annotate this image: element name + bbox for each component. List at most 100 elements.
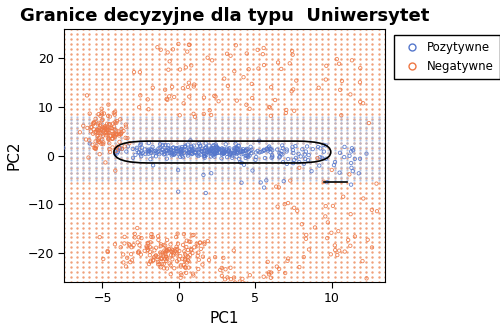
Point <box>156 243 164 249</box>
Point <box>248 151 256 156</box>
Point <box>106 147 114 152</box>
Point <box>112 151 120 156</box>
Point <box>147 258 155 263</box>
Point <box>90 121 98 126</box>
Point <box>279 146 287 151</box>
Point <box>106 141 114 146</box>
Point <box>137 141 145 147</box>
Point <box>336 170 344 175</box>
Point <box>175 145 183 150</box>
Point <box>134 150 142 155</box>
Point <box>202 152 210 158</box>
Point <box>273 147 281 152</box>
Point <box>360 196 368 201</box>
Point <box>221 277 229 282</box>
Point <box>233 146 241 152</box>
Point <box>104 137 112 142</box>
Point <box>96 140 104 145</box>
Point <box>202 141 209 146</box>
Point <box>102 133 110 138</box>
Point <box>206 150 214 155</box>
Point <box>126 259 134 265</box>
Point <box>163 151 171 156</box>
Point <box>274 60 282 65</box>
Point <box>92 146 100 151</box>
Point <box>356 66 364 71</box>
Point <box>194 153 202 159</box>
Point <box>323 179 331 185</box>
Point <box>248 168 256 173</box>
Point <box>200 154 208 159</box>
Point <box>292 155 300 161</box>
Point <box>197 246 205 251</box>
Point <box>228 153 236 158</box>
Point <box>224 275 232 280</box>
Point <box>330 163 338 168</box>
Point <box>282 149 290 154</box>
Point <box>223 51 231 56</box>
Point <box>232 150 240 155</box>
Point <box>364 237 372 242</box>
Point <box>120 128 128 134</box>
Point <box>322 203 330 209</box>
Point <box>205 147 213 153</box>
Point <box>170 151 178 156</box>
Point <box>183 148 191 154</box>
Point <box>256 180 264 185</box>
Point <box>206 149 214 154</box>
Point <box>186 252 194 258</box>
Point <box>286 178 294 183</box>
Point <box>252 155 260 160</box>
Point <box>265 104 273 110</box>
Point <box>346 153 354 159</box>
Point <box>129 155 137 161</box>
Point <box>90 130 98 135</box>
Point <box>146 147 154 152</box>
Point <box>234 143 242 149</box>
Point <box>194 250 202 255</box>
Point <box>230 275 238 280</box>
Point <box>160 248 168 253</box>
Point <box>188 151 196 156</box>
Point <box>328 167 336 172</box>
Point <box>228 155 236 161</box>
Legend: Pozytywne, Negatywne: Pozytywne, Negatywne <box>394 35 500 79</box>
Point <box>179 86 187 91</box>
Point <box>98 112 106 117</box>
Point <box>130 235 138 240</box>
Point <box>210 93 218 99</box>
Point <box>138 149 145 154</box>
Point <box>143 245 151 250</box>
Point <box>336 87 344 93</box>
Point <box>296 264 304 270</box>
Point <box>92 144 100 149</box>
Point <box>156 152 164 157</box>
Point <box>185 150 193 155</box>
Point <box>231 280 239 285</box>
Point <box>202 190 209 196</box>
Point <box>222 147 230 153</box>
Point <box>220 150 228 156</box>
Point <box>122 135 130 141</box>
Point <box>162 251 170 256</box>
Point <box>172 147 180 152</box>
Point <box>160 242 168 248</box>
Point <box>339 194 347 199</box>
Point <box>94 138 102 143</box>
Point <box>162 96 170 102</box>
Point <box>198 146 206 152</box>
Point <box>184 149 192 155</box>
Point <box>89 122 97 127</box>
Point <box>135 235 143 240</box>
Point <box>164 246 172 252</box>
Point <box>206 151 214 156</box>
Point <box>190 273 198 278</box>
Point <box>348 58 356 63</box>
Point <box>178 256 186 261</box>
Point <box>99 129 107 134</box>
Point <box>295 160 303 165</box>
Point <box>174 152 182 157</box>
Point <box>220 148 228 153</box>
Point <box>103 127 111 133</box>
Point <box>159 147 167 153</box>
